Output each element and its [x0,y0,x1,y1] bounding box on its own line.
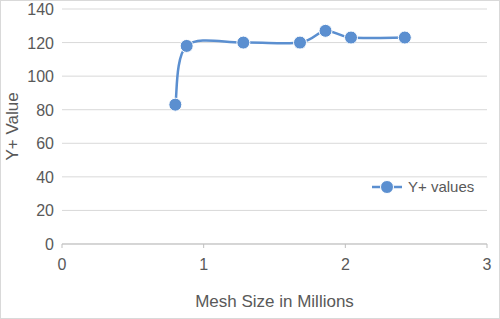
grid-line [62,210,487,211]
grid-line [62,143,487,144]
marker [180,39,193,52]
y-tick-label: 140 [27,1,54,18]
grid-line [62,9,487,10]
x-tick [487,244,488,248]
legend-label: Y+ values [408,178,474,195]
x-tick-label: 3 [483,256,492,273]
marker [398,31,411,44]
marker [345,31,358,44]
series-line [175,31,405,105]
y-tick-label: 100 [27,68,54,85]
x-tick-label: 2 [341,256,350,273]
x-tick [203,244,204,248]
grid-line [62,76,487,77]
chart-border [1,1,500,319]
marker [237,36,250,49]
grid-line [62,244,487,245]
legend-entry: Y+ values [372,178,474,195]
x-tick-label: 0 [58,256,67,273]
legend-marker [381,181,394,194]
x-axis-title: Mesh Size in Millions [195,292,354,311]
plot-area [169,24,412,111]
y-tick-label: 120 [27,35,54,52]
chart: 0 20 40 60 80 100 120 140 0 1 2 3 Mesh Size in Milli… [0,0,500,319]
x-tick-label: 1 [199,256,208,273]
marker [169,98,182,111]
x-tick [62,244,63,248]
grid-line [62,109,487,110]
y-tick-label: 0 [45,236,54,253]
marker [294,36,307,49]
marker [319,24,332,37]
y-axis-title: Y+ Value [3,92,22,160]
y-tick-label: 20 [36,202,54,219]
x-tick [345,244,346,248]
y-tick-label: 80 [36,102,54,119]
y-tick-label: 40 [36,169,54,186]
x-axis-line [62,244,487,245]
chart-root: 0 20 40 60 80 100 120 140 0 1 2 3 Mesh Size in Milli… [0,0,500,319]
y-tick-label: 60 [36,135,54,152]
